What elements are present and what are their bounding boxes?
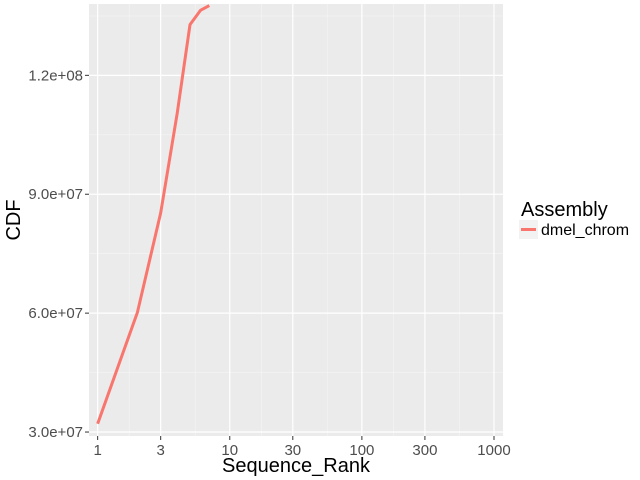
panel-background (89, 4, 503, 436)
legend: Assembly dmel_chrom (519, 199, 629, 239)
x-tick-label: 10 (221, 442, 238, 459)
y-tick-label: 1.2e+08 (28, 67, 83, 84)
y-tick-label: 3.0e+07 (28, 424, 83, 441)
y-tick-label: 6.0e+07 (28, 305, 83, 322)
x-tick-label: 3 (157, 442, 165, 459)
y-tick-label: 9.0e+07 (28, 186, 83, 203)
legend-label-dmel-chrom: dmel_chrom (541, 222, 629, 239)
x-tick-label: 1 (93, 442, 101, 459)
series-layer (96, 4, 211, 425)
x-tick-label: 300 (412, 442, 437, 459)
minor-y-gridlines (89, 15, 503, 373)
y-axis-title: CDF (3, 199, 25, 240)
x-axis-title: Sequence_Rank (222, 455, 371, 477)
x-axis: 1 3 10 30 100 300 1000 (93, 436, 511, 459)
y-axis: 3.0e+07 6.0e+07 9.0e+07 1.2e+08 (28, 67, 89, 441)
x-tick-label: 30 (284, 442, 301, 459)
major-y-gridlines (89, 74, 503, 433)
legend-title: Assembly (521, 199, 608, 221)
series-line-dmel-chrom (96, 4, 211, 425)
x-tick-label: 100 (349, 442, 374, 459)
major-x-gridlines (97, 4, 495, 436)
x-tick-label: 1000 (477, 442, 510, 459)
minor-x-gridlines (128, 4, 460, 436)
